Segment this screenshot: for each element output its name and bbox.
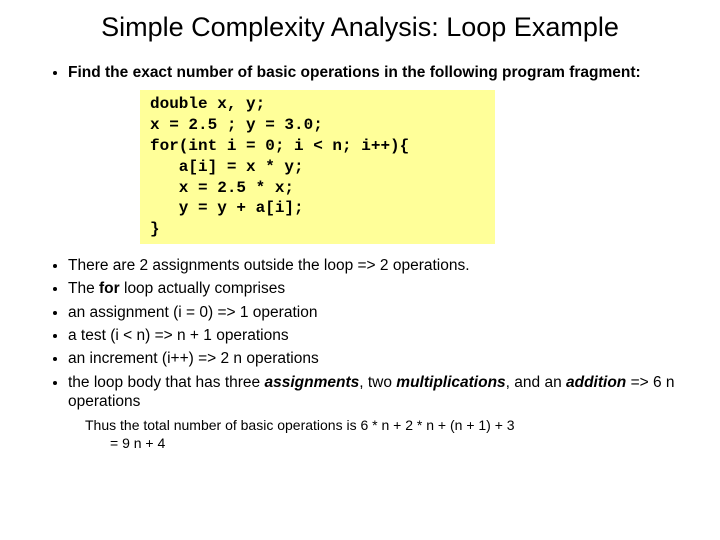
analysis-list: There are 2 assignments outside the loop… — [30, 256, 690, 412]
bullet-6: the loop body that has three assignments… — [68, 373, 690, 412]
b6-mid2: , and an — [506, 374, 566, 391]
conclusion-line1: Thus the total number of basic operation… — [85, 416, 690, 435]
conclusion-line2: = 9 n + 4 — [110, 434, 690, 453]
bullet-4: a test (i < n) => n + 1 operations — [68, 326, 690, 345]
conclusion: Thus the total number of basic operation… — [85, 416, 690, 454]
bullet-5: an increment (i++) => 2 n operations — [68, 349, 690, 368]
b2-pre: The — [68, 280, 99, 297]
bullet-2: The for loop actually comprises — [68, 279, 690, 298]
bullet-3: an assignment (i = 0) => 1 operation — [68, 303, 690, 322]
b6-mid1: , two — [359, 374, 396, 391]
slide-container: Simple Complexity Analysis: Loop Example… — [0, 0, 720, 453]
code-block: double x, y; x = 2.5 ; y = 3.0; for(int … — [140, 90, 495, 244]
b6-bold3: addition — [566, 374, 626, 391]
slide-title: Simple Complexity Analysis: Loop Example — [30, 12, 690, 43]
b6-bold1: assignments — [264, 374, 359, 391]
intro-text: Find the exact number of basic operation… — [68, 64, 641, 81]
intro-list: Find the exact number of basic operation… — [30, 63, 690, 82]
bullet-1: There are 2 assignments outside the loop… — [68, 256, 690, 275]
b6-pre: the loop body that has three — [68, 374, 264, 391]
b6-bold2: multiplications — [396, 374, 505, 391]
b2-post: loop actually comprises — [120, 280, 285, 297]
b2-bold: for — [99, 280, 120, 297]
intro-bullet: Find the exact number of basic operation… — [68, 63, 690, 82]
